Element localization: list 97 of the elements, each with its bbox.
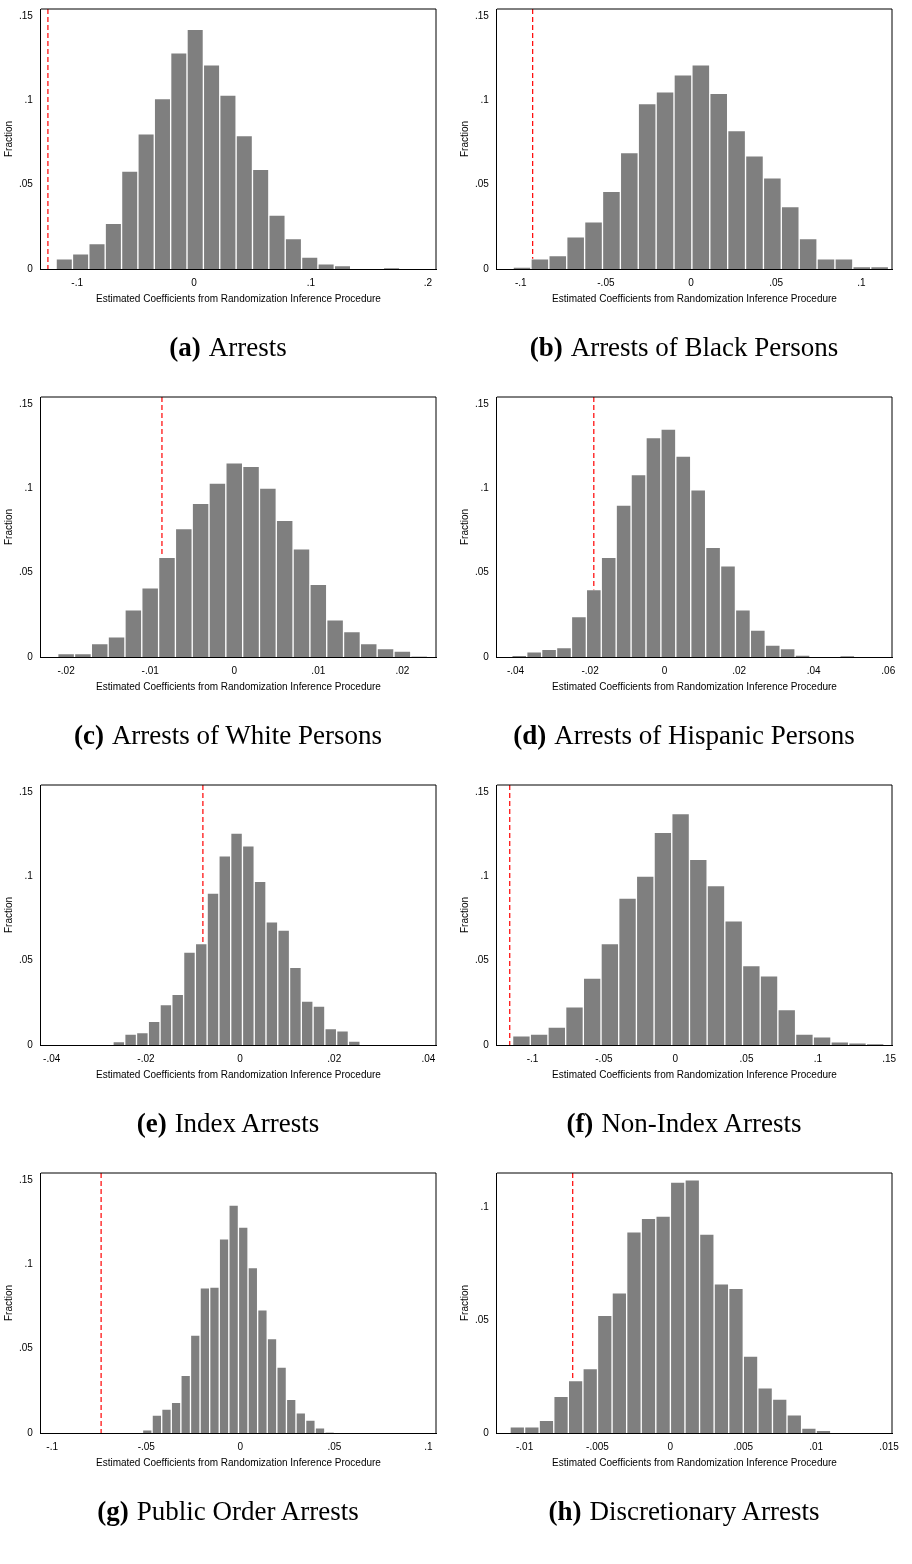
x-tick-label: .1 xyxy=(424,1440,434,1452)
x-tick-label: .1 xyxy=(813,1052,823,1064)
y-tick-label: .1 xyxy=(480,869,490,881)
x-tick-label: -.1 xyxy=(46,1440,59,1452)
y-tick-label: .1 xyxy=(480,93,490,105)
y-tick-label: .05 xyxy=(19,1342,34,1354)
x-tick-label: -.01 xyxy=(141,664,160,676)
x-tick-label: .04 xyxy=(421,1052,436,1064)
y-tick-label: .1 xyxy=(480,481,490,493)
x-tick-label: 0 xyxy=(191,276,198,288)
y-tick-label: .15 xyxy=(19,397,34,409)
y-tick-label: .1 xyxy=(480,1200,490,1212)
text: (b) Arrests of Black Persons xyxy=(528,330,840,364)
y-tick-label: .15 xyxy=(19,785,34,797)
y-tick-label: 0 xyxy=(483,1426,490,1438)
x-tick-label: .04 xyxy=(806,664,822,676)
y-tick-label: .1 xyxy=(24,869,34,881)
x-tick-label: -.05 xyxy=(597,276,615,288)
text: (f) Non-Index Arrests xyxy=(565,1106,803,1140)
x-tick-label: 0 xyxy=(231,664,238,676)
x-axis-title: Estimated Coefficients from Randomization Inference Procedure xyxy=(551,1068,838,1080)
text: (d) Arrests of Hispanic Persons xyxy=(512,718,856,752)
text: (g) Public Order Arrests xyxy=(96,1494,360,1528)
y-tick-label: .1 xyxy=(24,481,34,493)
y-axis-title: Fraction xyxy=(2,508,14,546)
x-tick-label: -.005 xyxy=(586,1440,610,1452)
y-axis-title: Fraction xyxy=(458,1284,470,1322)
x-tick-label: .02 xyxy=(395,664,410,676)
x-tick-label: .2 xyxy=(423,276,433,288)
y-tick-label: .15 xyxy=(475,397,490,409)
x-tick-label: -.1 xyxy=(71,276,84,288)
x-tick-label: .05 xyxy=(327,1440,342,1452)
x-tick-label: .05 xyxy=(769,276,784,288)
y-tick-label: .05 xyxy=(19,566,34,578)
x-tick-label: -.1 xyxy=(526,1052,539,1064)
y-tick-label: .05 xyxy=(475,1313,490,1325)
y-tick-label: 0 xyxy=(27,1426,34,1438)
y-tick-label: .15 xyxy=(19,1173,34,1185)
x-tick-label: .15 xyxy=(882,1052,897,1064)
x-tick-label: -.04 xyxy=(506,664,525,676)
y-tick-label: .15 xyxy=(475,9,490,21)
x-tick-label: .02 xyxy=(327,1052,342,1064)
x-axis-title: Estimated Coefficients from Randomization Inference Procedure xyxy=(551,1456,838,1468)
x-tick-label: .02 xyxy=(732,664,747,676)
y-tick-label: 0 xyxy=(483,650,490,662)
x-tick-label: .05 xyxy=(739,1052,754,1064)
y-tick-label: .05 xyxy=(475,954,490,966)
x-tick-label: -.04 xyxy=(43,1052,61,1064)
x-axis-title: Estimated Coefficients from Randomization Inference Procedure xyxy=(95,1068,382,1080)
x-tick-label: -.02 xyxy=(581,664,600,676)
y-axis-title: Fraction xyxy=(458,896,470,934)
y-tick-label: .05 xyxy=(475,566,490,578)
text: (h) Discretionary Arrests xyxy=(547,1494,821,1528)
x-tick-label: -.01 xyxy=(515,1440,534,1452)
text: (a) Arrests xyxy=(168,330,288,364)
x-tick-label: .1 xyxy=(857,276,866,288)
text: (c) Arrests of White Persons xyxy=(72,718,384,752)
y-tick-label: .05 xyxy=(19,178,34,190)
y-tick-label: .15 xyxy=(19,9,34,21)
x-tick-label: 0 xyxy=(667,1440,674,1452)
text: (e) Index Arrests xyxy=(135,1106,321,1140)
x-tick-label: 0 xyxy=(237,1440,244,1452)
y-tick-label: .15 xyxy=(475,785,490,797)
x-tick-label: .06 xyxy=(881,664,896,676)
x-tick-label: 0 xyxy=(661,664,668,676)
y-axis-title: Fraction xyxy=(458,508,470,546)
x-tick-label: -.02 xyxy=(57,664,76,676)
y-tick-label: 0 xyxy=(27,262,34,274)
y-tick-label: 0 xyxy=(483,262,490,274)
y-axis-title: Fraction xyxy=(458,120,470,158)
x-tick-label: 0 xyxy=(688,276,695,288)
y-axis-title: Fraction xyxy=(2,896,14,934)
y-tick-label: .1 xyxy=(24,93,34,105)
y-axis-title: Fraction xyxy=(2,1284,14,1322)
y-tick-label: 0 xyxy=(483,1038,490,1050)
x-tick-label: .01 xyxy=(809,1440,824,1452)
x-tick-label: .005 xyxy=(733,1440,754,1452)
x-tick-label: 0 xyxy=(237,1052,244,1064)
x-axis-title: Estimated Coefficients from Randomization Inference Procedure xyxy=(551,292,838,304)
x-tick-label: -.02 xyxy=(137,1052,155,1064)
y-tick-label: 0 xyxy=(27,1038,34,1050)
x-axis-title: Estimated Coefficients from Randomization Inference Procedure xyxy=(95,292,382,304)
x-tick-label: .015 xyxy=(879,1440,900,1452)
x-tick-label: .1 xyxy=(306,276,316,288)
x-tick-label: 0 xyxy=(672,1052,679,1064)
y-tick-label: 0 xyxy=(27,650,34,662)
x-tick-label: -.05 xyxy=(137,1440,156,1452)
x-tick-label: -.05 xyxy=(595,1052,613,1064)
y-tick-label: .1 xyxy=(24,1257,34,1269)
x-axis-title: Estimated Coefficients from Randomization Inference Procedure xyxy=(551,680,838,692)
x-tick-label: .01 xyxy=(311,664,326,676)
x-tick-label: -.1 xyxy=(514,276,528,288)
y-tick-label: .05 xyxy=(475,178,490,190)
x-axis-title: Estimated Coefficients from Randomization Inference Procedure xyxy=(95,680,382,692)
y-tick-label: .05 xyxy=(19,954,34,966)
y-axis-title: Fraction xyxy=(2,120,14,158)
x-axis-title: Estimated Coefficients from Randomization Inference Procedure xyxy=(95,1456,382,1468)
